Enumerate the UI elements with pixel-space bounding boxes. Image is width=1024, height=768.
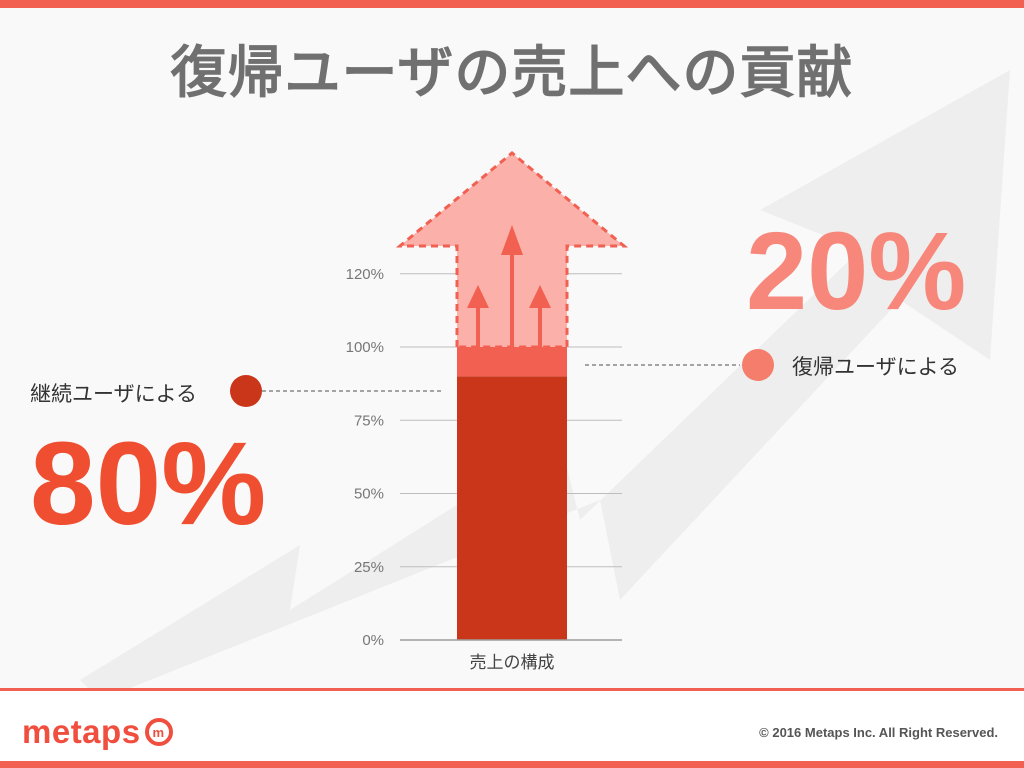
y-tick-label: 120%	[346, 266, 384, 283]
callout-leaders	[230, 349, 774, 407]
top-accent-bar	[0, 0, 1024, 8]
x-axis-label-layer: 売上の構成	[470, 653, 555, 673]
stacked-bar-chart: 0% 25% 50% 75% 100% 120% 売上の構成	[230, 151, 774, 673]
footer: metaps m © 2016 Metaps Inc. All Right Re…	[0, 688, 1024, 768]
bar-segment	[457, 347, 567, 377]
y-tick-label: 100%	[346, 339, 384, 356]
bar-layer	[400, 347, 622, 641]
metaps-logo: metaps m	[22, 713, 173, 751]
bottom-accent-bar	[0, 761, 1024, 768]
y-tick-label: 75%	[354, 412, 384, 429]
right-callout-label: 復帰ユーザによる	[792, 355, 959, 379]
left-callout-label: 継続ユーザによる	[30, 382, 197, 406]
logo-text: metaps	[22, 713, 141, 750]
small-arrow-head	[529, 285, 551, 308]
growth-arrow-layer	[395, 151, 629, 351]
page-title: 復帰ユーザの売上への貢献	[170, 41, 854, 106]
y-tick-labels: 0% 25% 50% 75% 100% 120%	[346, 266, 384, 649]
left-callout-dot	[230, 375, 262, 407]
y-tick-label: 0%	[362, 632, 384, 649]
bar-segment	[457, 376, 567, 640]
small-arrow-head	[467, 285, 489, 308]
background-growth-arrow	[80, 70, 1010, 700]
x-axis-label: 売上の構成	[470, 653, 555, 673]
small-arrow-head	[501, 225, 523, 255]
left-callout-value: 80%	[30, 418, 267, 550]
y-tick-label: 50%	[354, 486, 384, 503]
right-callout-dot	[742, 349, 774, 381]
right-callout-value: 20%	[746, 210, 967, 333]
background-arrow-shape	[80, 70, 1010, 700]
copyright-text: © 2016 Metaps Inc. All Right Reserved.	[759, 725, 998, 740]
y-tick-label: 25%	[354, 559, 384, 576]
logo-mark-icon: m	[144, 718, 173, 746]
